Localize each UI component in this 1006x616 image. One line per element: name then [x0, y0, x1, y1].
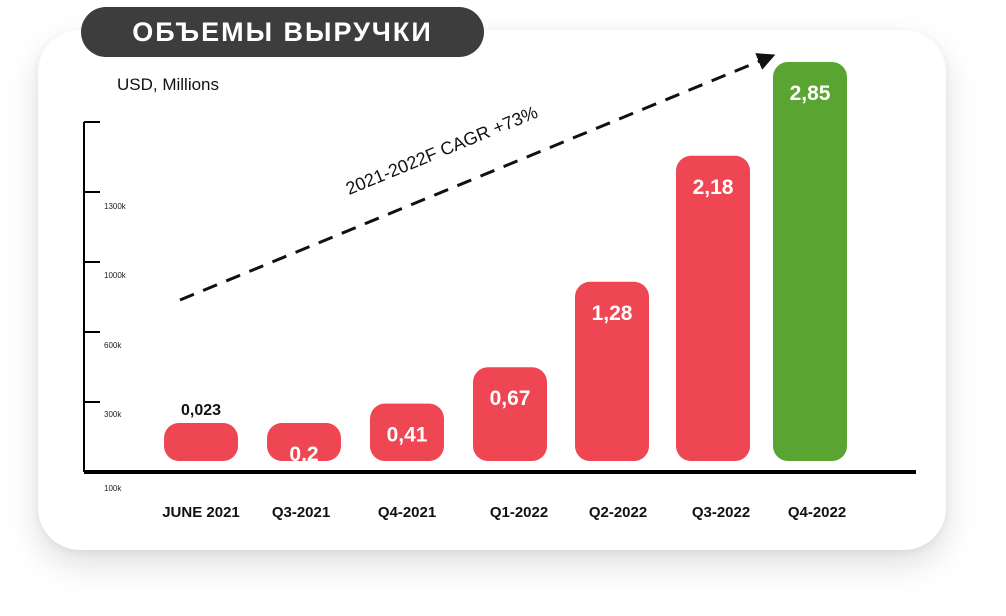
trend-arrow	[179, 53, 776, 302]
bar-value-label: 0,67	[490, 387, 531, 410]
x-tick-label: Q4-2022	[788, 504, 846, 521]
x-tick-label: Q3-2022	[692, 504, 750, 521]
x-tick-label: Q1-2022	[490, 504, 548, 521]
chart-title: ОБЪЕМЫ ВЫРУЧКИ	[81, 7, 484, 57]
y-tick-label: 1000k	[104, 271, 127, 280]
x-tick-label: Q3-2021	[272, 504, 330, 521]
x-tick-label: Q4-2021	[378, 504, 436, 521]
x-tick-label: JUNE 2021	[162, 504, 240, 521]
units-label: USD, Millions	[117, 75, 220, 94]
y-tick-label: 100k	[104, 484, 122, 493]
bar	[473, 367, 547, 461]
bar	[164, 423, 238, 461]
bar-value-label: 0,2	[289, 443, 318, 466]
bar-value-label: 0,023	[181, 402, 221, 419]
bar-value-label: 2,85	[790, 82, 831, 105]
y-tick-label: 300k	[104, 410, 122, 419]
bar	[370, 403, 444, 461]
bar-value-label: 2,18	[693, 176, 734, 199]
x-axis-labels: JUNE 2021 Q3-2021 Q4-2021 Q1-2022 Q2-2022 Q3-…	[162, 504, 846, 521]
y-tick-label: 600k	[104, 341, 122, 350]
bar-value-label: 1,28	[592, 302, 633, 325]
y-axis: 1300k 1000k 600k 300k 100k	[83, 121, 127, 493]
bars: 0,023 0,2 0,41 0,67 1,28 2,18 2,85	[164, 62, 847, 466]
bar-value-label: 0,41	[387, 424, 428, 447]
bar	[575, 281, 649, 461]
x-tick-label: Q2-2022	[589, 504, 647, 521]
bar	[267, 423, 341, 461]
bar	[676, 155, 750, 462]
bar	[773, 62, 847, 461]
trend-label: 2021-2022F CAGR +73%	[343, 102, 541, 199]
y-tick-label: 1300k	[104, 202, 127, 211]
